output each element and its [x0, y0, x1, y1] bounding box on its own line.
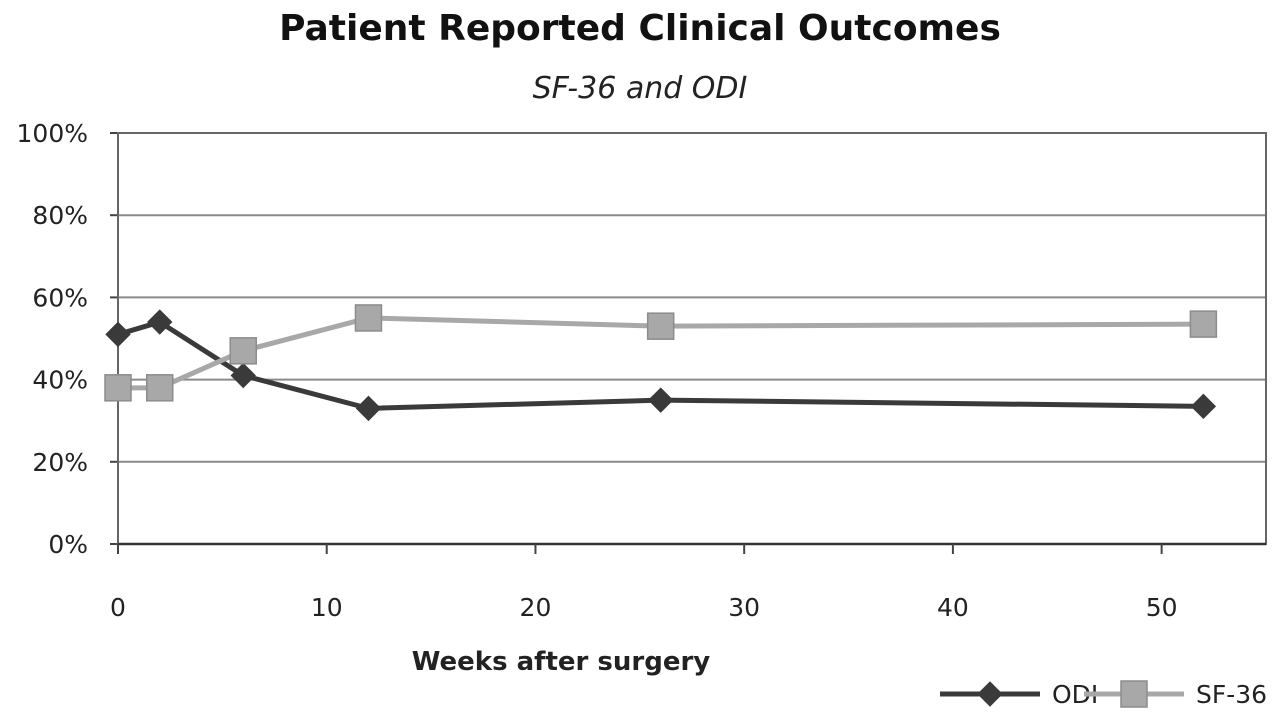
- x-tick-label: 40: [937, 593, 969, 622]
- data-point: [230, 362, 256, 389]
- data-point: [147, 309, 173, 335]
- axes: [110, 132, 1267, 554]
- y-tick-label: 0%: [48, 530, 88, 559]
- series-sf-36: [104, 304, 1218, 402]
- legend: ODI SF-36: [940, 680, 1267, 709]
- chart-subtitle: SF-36 and ODI: [533, 71, 748, 106]
- series-odi: [105, 309, 1217, 422]
- data-point: [354, 304, 383, 332]
- y-tick-label: 100%: [17, 119, 88, 148]
- data-point: [145, 374, 174, 402]
- gridlines: [118, 132, 1266, 463]
- x-tick-labels: 0 10 20 30 40 50: [110, 593, 1177, 622]
- legend-swatch-marker: [1120, 680, 1148, 708]
- data-point: [1190, 393, 1217, 420]
- data-point: [355, 395, 382, 422]
- x-axis-label: Weeks after surgery: [412, 647, 711, 677]
- chart-title: Patient Reported Clinical Outcomes: [279, 8, 1001, 49]
- data-point: [229, 337, 257, 365]
- y-tick-label: 40%: [32, 366, 88, 395]
- y-tick-labels: 0% 20% 40% 60% 80% 100%: [17, 119, 88, 559]
- data-point: [105, 321, 131, 348]
- x-tick-label: 10: [311, 593, 343, 622]
- legend-item: SF-36: [1084, 680, 1267, 709]
- data-point: [1189, 310, 1218, 338]
- data-point: [646, 312, 675, 340]
- x-tick-label: 0: [110, 593, 126, 622]
- x-tick-label: 20: [520, 593, 552, 622]
- legend-item: ODI: [940, 680, 1098, 709]
- legend-swatch-marker: [977, 681, 1003, 707]
- y-tick-label: 80%: [32, 201, 88, 230]
- series-lines: [104, 304, 1218, 422]
- y-tick-label: 20%: [32, 448, 88, 477]
- legend-label: SF-36: [1196, 680, 1267, 709]
- x-tick-label: 50: [1146, 593, 1178, 622]
- x-tick-label: 30: [728, 593, 760, 622]
- data-point: [104, 374, 132, 402]
- data-point: [647, 387, 674, 413]
- y-tick-label: 60%: [32, 283, 88, 312]
